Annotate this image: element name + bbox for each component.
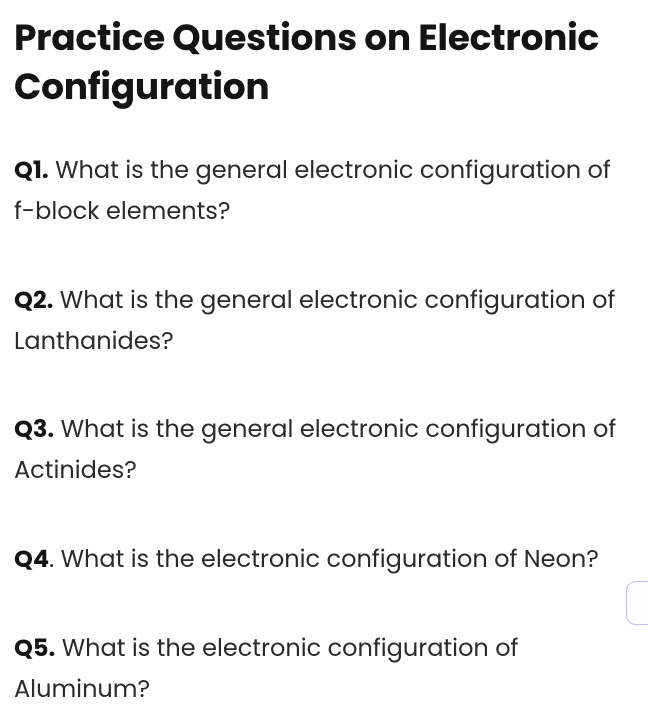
question-1-label: Q1.: [14, 154, 49, 187]
question-2: Q2. What is the general electronic confi…: [14, 281, 634, 363]
question-3-text: What is the general electronic configura…: [14, 413, 616, 487]
question-3: Q3. What is the general electronic confi…: [14, 410, 634, 492]
question-1-text: What is the general electronic configura…: [14, 154, 611, 228]
question-2-text: What is the general electronic configura…: [14, 284, 615, 358]
question-5: Q5. What is the electronic configuration…: [14, 629, 634, 710]
question-5-label: Q5.: [14, 632, 55, 665]
page-heading: Practice Questions on Electronic Configu…: [14, 14, 634, 111]
question-3-label: Q3.: [14, 413, 54, 446]
question-4: Q4. What is the electronic configuration…: [14, 540, 634, 581]
question-1: Q1. What is the general electronic confi…: [14, 151, 634, 233]
question-4-label: Q4: [14, 543, 49, 576]
question-4-text: . What is the electronic configuration o…: [49, 543, 599, 576]
question-5-text: What is the electronic configuration of …: [14, 632, 518, 706]
floating-action-button[interactable]: [626, 581, 648, 625]
question-2-label: Q2.: [14, 284, 53, 317]
